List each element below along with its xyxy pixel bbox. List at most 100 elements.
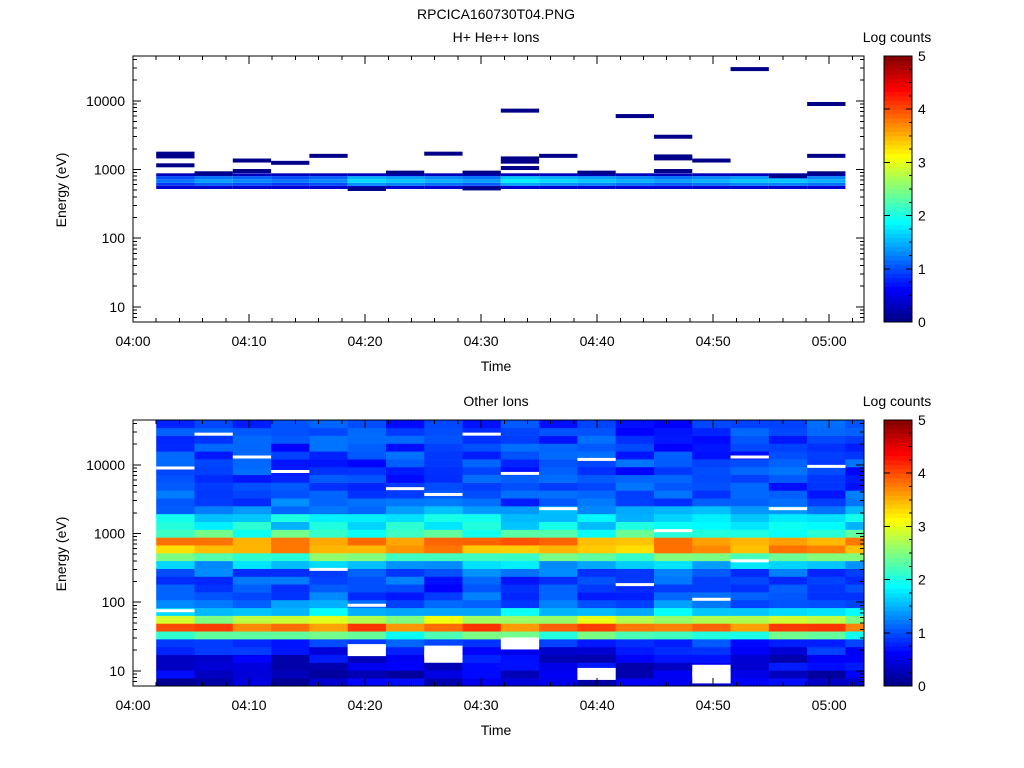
plot-frame (132, 419, 865, 687)
spectrogram-cell (730, 670, 770, 679)
spectrogram-cell (232, 678, 272, 687)
spectrogram-cell (156, 615, 195, 624)
colorbar-swatch (884, 548, 912, 554)
colorbar-swatch (884, 521, 912, 527)
colorbar-swatch (884, 490, 912, 496)
spectrogram-cell (500, 482, 540, 491)
spectrogram-cell (615, 553, 655, 562)
spectrogram-cell (539, 576, 578, 585)
colorbar-swatch (884, 672, 912, 678)
spectrogram-cell (539, 176, 578, 180)
spectrogram-cell (768, 451, 808, 460)
spectrogram-cell (462, 443, 502, 452)
spectrogram-cell (194, 506, 234, 515)
spectrogram-cell (194, 553, 234, 562)
spectrogram-cell (156, 537, 195, 546)
spectrogram-cell (271, 599, 310, 609)
spectrogram-cell (768, 490, 808, 499)
spectrogram-cell (232, 553, 272, 562)
colorbar-swatch (884, 100, 912, 106)
colorbar-tick-label: 0 (918, 314, 926, 330)
spectrogram-cell (156, 576, 195, 585)
spectrogram-cell (615, 114, 654, 119)
spectrogram-cell (577, 646, 616, 656)
colorbar-swatch (884, 544, 912, 550)
spectrogram-cell (232, 176, 272, 180)
spectrogram-cell (807, 451, 846, 460)
spectrogram-cell (615, 521, 655, 530)
spectrogram-cell (615, 560, 655, 569)
spectrogram-cell (845, 654, 865, 663)
spectrogram-cell (424, 182, 463, 186)
spectrogram-cell (156, 506, 195, 515)
colorbar-swatch (884, 202, 912, 208)
spectrogram-cell (730, 506, 770, 515)
colorbar-swatch (884, 246, 912, 252)
spectrogram-cell (807, 568, 846, 577)
colorbar-swatch (884, 109, 912, 115)
colorbar-swatch (884, 464, 912, 470)
spectrogram-cell (462, 173, 501, 177)
colorbar-swatch (884, 499, 912, 505)
spectrogram-cell (577, 173, 616, 177)
spectrogram-cell (271, 427, 310, 436)
spectrogram-cell (845, 615, 865, 624)
spectrogram-cell (232, 169, 272, 174)
spectrogram-cell (539, 654, 578, 663)
spectrogram-cell (194, 171, 233, 176)
spectrogram-cell (539, 451, 578, 460)
spectrogram-cell (156, 529, 195, 538)
spectrogram-cell (156, 553, 195, 562)
colorbar-swatch (884, 579, 912, 585)
spectrogram-cell (807, 607, 846, 616)
spectrogram-cell (653, 451, 693, 460)
spectrogram-cell (156, 179, 195, 183)
spectrogram-cell (462, 176, 501, 180)
colorbar-swatch (884, 87, 912, 92)
colorbar-swatch (884, 282, 912, 288)
colorbar-swatch (884, 166, 912, 172)
spectrogram-cell (845, 513, 865, 523)
spectrogram-cell (424, 607, 463, 616)
spectrogram-cell (807, 427, 846, 436)
spectrogram-cell (768, 545, 808, 554)
spectrogram-cell (309, 451, 348, 460)
spectrogram-cell (232, 592, 272, 601)
spectrogram-cell (845, 678, 865, 687)
spectrogram-cell (271, 443, 310, 452)
spectrogram-cell (577, 607, 616, 616)
spectrogram-cell (500, 466, 540, 476)
spectrogram-cell (347, 420, 387, 429)
spectrogram-cell (347, 662, 387, 671)
spectrogram-cell (462, 584, 502, 593)
spectrogram-cell (653, 443, 693, 452)
spectrogram-cell (156, 182, 195, 186)
spectrogram-cell (385, 185, 425, 189)
spectrogram-cell (385, 179, 425, 183)
spectrogram-cell (156, 451, 195, 460)
spectrogram-cell (845, 607, 865, 616)
spectrogram-cell (500, 182, 540, 186)
spectrogram-cell (424, 427, 463, 436)
spectrogram-cell (539, 482, 578, 491)
spectrogram-cell (156, 560, 195, 569)
spectrogram-cell (615, 498, 655, 507)
spectrogram-cell (807, 182, 846, 186)
spectrogram-cell (156, 568, 195, 577)
spectrogram-cell (309, 179, 348, 183)
spectrogram-cell (539, 420, 578, 429)
spectrogram-cell (653, 584, 693, 593)
colorbar-swatch (884, 184, 912, 190)
spectrogram-cell (692, 459, 731, 468)
spectrogram-cell (577, 506, 616, 515)
spectrogram-cell (845, 506, 865, 515)
spectrogram-cell (424, 173, 463, 177)
spectrogram-cell (730, 521, 770, 530)
spectrogram-cell (692, 420, 731, 429)
x-tick-label: 04:00 (115, 697, 150, 713)
spectrogram-cell (385, 170, 425, 175)
colorbar-swatch (884, 420, 912, 425)
x-tick-label: 04:30 (464, 333, 499, 349)
spectrogram-cell (347, 592, 387, 601)
spectrogram-cell (232, 584, 272, 593)
